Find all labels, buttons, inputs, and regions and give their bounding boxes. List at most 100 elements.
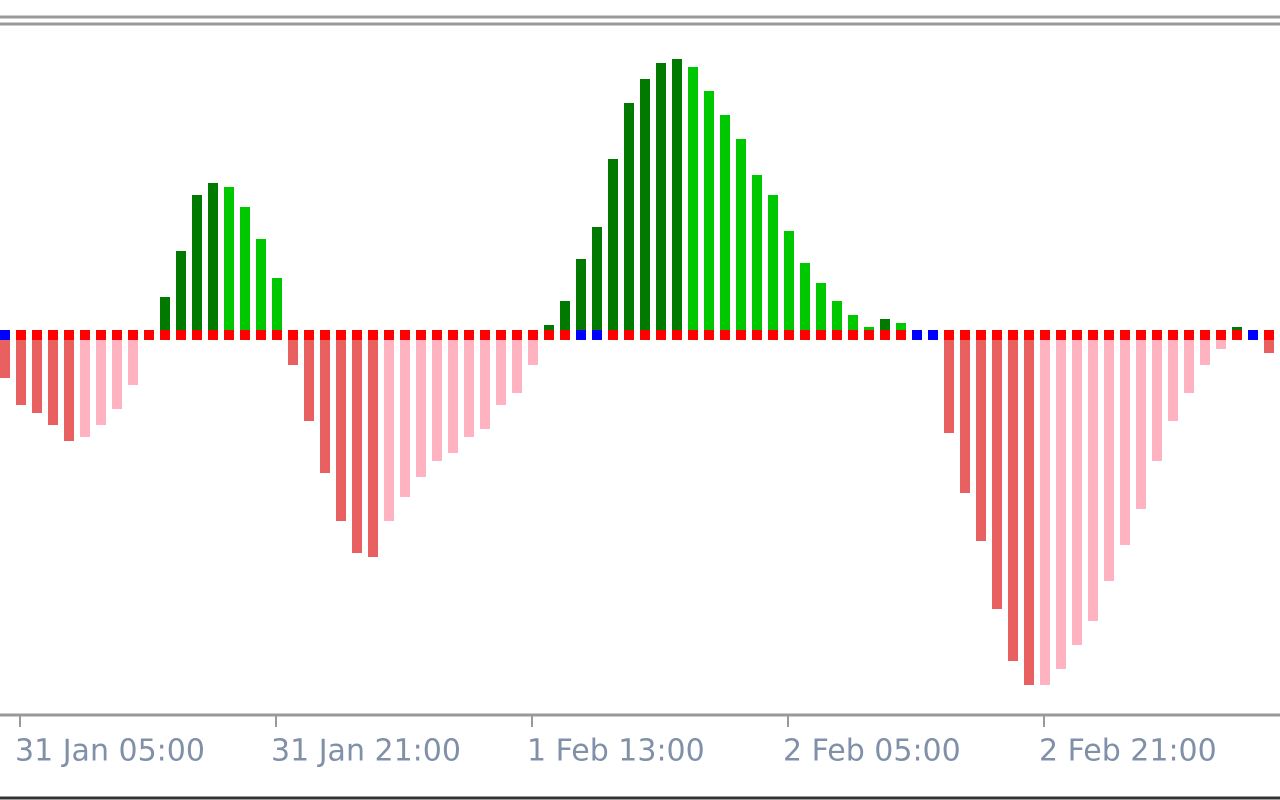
- signal-dot: [496, 330, 506, 340]
- signal-dot: [1040, 330, 1050, 340]
- bar: [992, 335, 1002, 609]
- signal-dot: [368, 330, 378, 340]
- bar: [272, 278, 282, 335]
- bar: [352, 335, 362, 553]
- bar: [128, 335, 138, 385]
- signal-dot: [512, 330, 522, 340]
- signal-dot: [784, 330, 794, 340]
- bar: [688, 67, 698, 335]
- signal-dot: [432, 330, 442, 340]
- signal-dot: [1056, 330, 1066, 340]
- signal-dot: [224, 330, 234, 340]
- signal-dot: [832, 330, 842, 340]
- bar: [1104, 335, 1114, 581]
- x-tick-label: 2 Feb 05:00: [783, 734, 961, 769]
- signal-dot: [752, 330, 762, 340]
- bar: [256, 239, 266, 335]
- bar: [1088, 335, 1098, 621]
- signal-dot: [0, 330, 10, 340]
- signal-dot: [320, 330, 330, 340]
- bar: [704, 91, 714, 335]
- signal-dot: [1152, 330, 1162, 340]
- signal-dot: [992, 330, 1002, 340]
- bar: [1184, 335, 1194, 393]
- signal-dot: [848, 330, 858, 340]
- signal-dot: [1104, 330, 1114, 340]
- bar: [800, 263, 810, 335]
- signal-dot: [192, 330, 202, 340]
- bar: [416, 335, 426, 477]
- bar: [976, 335, 986, 541]
- signal-dot: [112, 330, 122, 340]
- bar: [1264, 335, 1274, 353]
- signal-dot: [1008, 330, 1018, 340]
- bar: [240, 207, 250, 335]
- signal-dot: [1264, 330, 1274, 340]
- bar: [192, 195, 202, 335]
- bar: [496, 335, 506, 405]
- signal-dot: [560, 330, 570, 340]
- signal-dot: [304, 330, 314, 340]
- bar: [832, 301, 842, 335]
- bar: [896, 323, 906, 335]
- signal-dot: [256, 330, 266, 340]
- bar: [288, 335, 298, 365]
- signal-dot: [1168, 330, 1178, 340]
- bar: [736, 139, 746, 335]
- bar: [784, 231, 794, 335]
- signal-dot: [208, 330, 218, 340]
- bar: [560, 301, 570, 335]
- bar: [576, 259, 586, 335]
- bar: [1136, 335, 1146, 509]
- signal-dot: [896, 330, 906, 340]
- bar: [880, 319, 890, 335]
- signal-dot: [1248, 330, 1258, 340]
- signal-dot: [32, 330, 42, 340]
- signal-dot: [176, 330, 186, 340]
- signal-dot: [880, 330, 890, 340]
- signal-dot: [1184, 330, 1194, 340]
- bar: [1056, 335, 1066, 669]
- signal-dot: [624, 330, 634, 340]
- bar: [656, 63, 666, 335]
- bar: [944, 335, 954, 433]
- bar: [464, 335, 474, 437]
- x-tick-label: 1 Feb 13:00: [527, 734, 705, 769]
- x-tick-label: 31 Jan 05:00: [15, 734, 205, 769]
- signal-dot: [1072, 330, 1082, 340]
- bar: [160, 297, 170, 335]
- bar: [1120, 335, 1130, 545]
- bar: [304, 335, 314, 421]
- bar: [448, 335, 458, 453]
- bar: [1040, 335, 1050, 685]
- signal-dot: [80, 330, 90, 340]
- signal-dot: [1024, 330, 1034, 340]
- signal-dot: [400, 330, 410, 340]
- bar: [48, 335, 58, 425]
- signal-dot: [720, 330, 730, 340]
- bar: [608, 159, 618, 335]
- signal-dot: [608, 330, 618, 340]
- bar: [816, 283, 826, 335]
- bar: [368, 335, 378, 557]
- signal-dot: [128, 330, 138, 340]
- signal-dot: [768, 330, 778, 340]
- bar: [512, 335, 522, 393]
- bar: [1072, 335, 1082, 645]
- bar: [672, 59, 682, 335]
- signal-dot: [816, 330, 826, 340]
- bar: [848, 315, 858, 335]
- signal-dot: [544, 330, 554, 340]
- signal-dot: [800, 330, 810, 340]
- bar: [80, 335, 90, 437]
- bar: [1008, 335, 1018, 661]
- bar: [64, 335, 74, 441]
- signal-dot: [416, 330, 426, 340]
- signal-dot: [576, 330, 586, 340]
- signal-dot: [960, 330, 970, 340]
- bar: [960, 335, 970, 493]
- bar: [320, 335, 330, 473]
- bar: [1152, 335, 1162, 461]
